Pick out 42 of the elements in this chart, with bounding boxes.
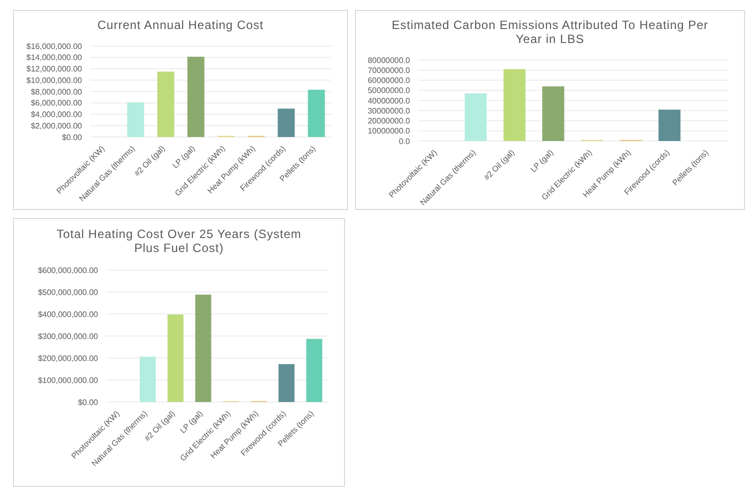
chart-title: Estimated Carbon Emissions Attributed To Heating Per Year in LBS — [390, 17, 710, 48]
bar — [187, 56, 204, 137]
y-tick-label: $300,000,000.00 — [38, 332, 99, 341]
y-tick-label: $400,000,000.00 — [38, 310, 99, 319]
y-tick-label: $14,000,000.00 — [26, 53, 83, 62]
bar — [127, 102, 144, 137]
y-tick-label: $8,000,000.00 — [30, 87, 83, 96]
bar — [278, 364, 294, 402]
bar — [658, 110, 680, 141]
y-tick-label: $600,000,000.00 — [38, 266, 99, 275]
bar — [504, 69, 526, 141]
bar — [168, 314, 184, 402]
bar — [542, 86, 564, 141]
y-tick-label: $200,000,000.00 — [38, 354, 99, 363]
y-tick-label: $100,000,000.00 — [38, 376, 99, 385]
y-tick-label: 70000000.0 — [368, 66, 411, 75]
y-tick-label: $12,000,000.00 — [26, 64, 83, 74]
bar — [278, 108, 295, 137]
y-tick-label: 50000000.0 — [368, 86, 411, 96]
y-tick-label: $16,000,000.00 — [26, 42, 83, 51]
bar — [306, 338, 322, 402]
bar — [140, 356, 156, 402]
bar — [464, 93, 487, 141]
bar — [195, 294, 212, 402]
y-tick-label: 30000000.0 — [368, 106, 411, 116]
y-tick-label: $2,000,000.00 — [30, 121, 83, 130]
y-tick-label: 20000000.0 — [368, 116, 411, 126]
y-tick-label: $500,000,000.00 — [38, 288, 99, 297]
bar — [157, 72, 174, 137]
y-tick-label: $10,000,000.00 — [26, 76, 83, 85]
y-tick-label: 10000000.0 — [368, 126, 411, 136]
y-tick-label: 0.0 — [398, 136, 411, 146]
y-tick-label: $4,000,000.00 — [30, 110, 83, 120]
y-tick-label: 40000000.0 — [368, 96, 411, 106]
y-tick-label: $6,000,000.00 — [30, 98, 83, 108]
bar — [308, 90, 325, 137]
chart-title: Current Annual Heating Cost — [96, 17, 265, 34]
y-tick-label: 80000000.0 — [368, 56, 411, 65]
y-tick-label: $0.00 — [62, 132, 83, 142]
y-tick-label: 60000000.0 — [368, 76, 411, 86]
chart-title: Total Heating Cost Over 25 Years (System Plus Fuel Cost) — [56, 226, 302, 257]
y-tick-label: $0.00 — [78, 398, 99, 407]
